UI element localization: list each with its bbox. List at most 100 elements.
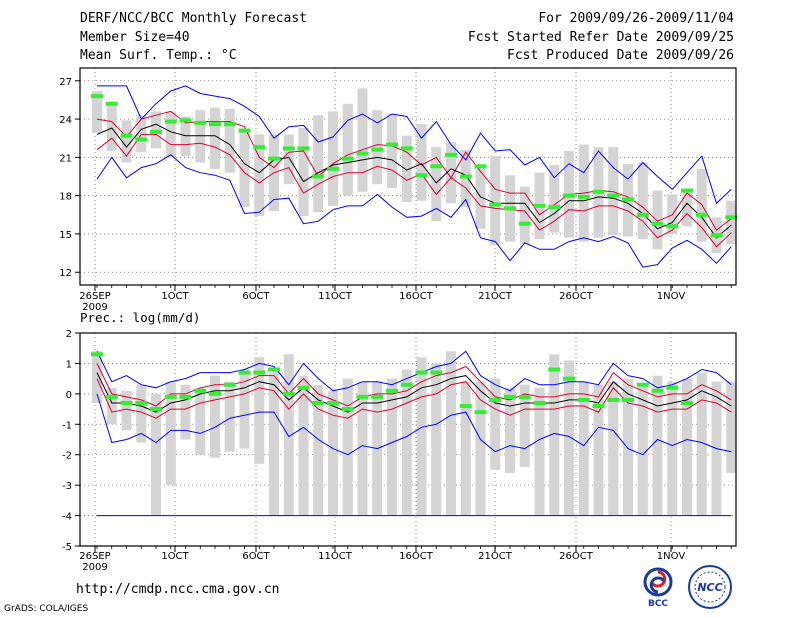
- member-range-box: [667, 381, 678, 516]
- member-marker: [592, 189, 605, 194]
- member-marker: [312, 174, 325, 179]
- member-range-box: [682, 189, 692, 227]
- member-marker: [312, 400, 325, 405]
- member-marker: [577, 397, 590, 402]
- plus-sd-line: [96, 110, 732, 231]
- member-marker: [223, 122, 236, 127]
- min-line: [96, 154, 732, 268]
- member-marker: [297, 385, 310, 390]
- member-range-box: [401, 135, 412, 203]
- variable-label: Mean Surf. Temp.: °C: [80, 48, 237, 63]
- x-year-label: 2009: [82, 302, 107, 313]
- y-tick-label: -5: [62, 542, 72, 553]
- x-tick-label: 6OCT: [242, 551, 270, 562]
- member-marker: [636, 212, 649, 217]
- member-marker: [209, 391, 221, 396]
- member-range-box: [254, 134, 265, 217]
- member-range-box: [121, 120, 132, 163]
- member-range-box: [549, 165, 560, 233]
- member-range-box: [726, 200, 737, 245]
- member-marker: [504, 206, 516, 211]
- member-marker: [681, 400, 693, 405]
- member-marker: [150, 407, 162, 412]
- member-marker: [120, 400, 133, 405]
- precip-title: Prec.: log(mm/d): [80, 310, 200, 325]
- member-range-box: [652, 375, 663, 516]
- member-marker: [194, 388, 207, 393]
- member-marker: [91, 352, 103, 357]
- x-tick-label: 26OCT: [559, 291, 594, 302]
- chart-panel-2: -5 -4 -3 -2 -1 0 1 2 26SEP 1OCT 6OCT 11OCT 16OCT 21OC…: [62, 329, 737, 573]
- member-marker: [327, 400, 339, 405]
- member-range-box: [298, 375, 309, 516]
- member-range-box: [165, 381, 176, 486]
- member-marker: [164, 119, 177, 124]
- member-marker: [105, 394, 118, 399]
- member-marker: [548, 367, 561, 372]
- y-tick-label: 21: [59, 153, 72, 164]
- chart-title: DERF/NCC/BCC Monthly Forecast: [80, 11, 307, 26]
- member-marker: [548, 205, 561, 210]
- max-line: [96, 350, 732, 392]
- member-range-box: [637, 162, 648, 240]
- member-range-box: [195, 110, 206, 163]
- y-tick-label: -3: [62, 481, 72, 492]
- member-range-box: [519, 384, 530, 467]
- member-range-box: [298, 127, 309, 217]
- member-marker: [209, 122, 221, 127]
- x-tick-label: 11OCT: [318, 291, 353, 302]
- member-range-box: [608, 147, 619, 236]
- member-range-box: [180, 116, 191, 157]
- member-range-box: [328, 111, 338, 206]
- x-tick-label: 16OCT: [399, 551, 434, 562]
- member-marker: [91, 94, 103, 99]
- member-marker: [415, 173, 428, 178]
- member-range-box: [254, 357, 265, 464]
- member-range-box: [416, 124, 427, 201]
- member-range-box: [92, 351, 102, 403]
- member-range-box: [224, 108, 235, 173]
- member-range-box: [106, 103, 117, 151]
- member-marker: [400, 382, 413, 387]
- y-tick-label: 18: [59, 192, 72, 203]
- member-range-box: [519, 186, 530, 245]
- member-marker: [622, 397, 634, 402]
- member-marker: [223, 382, 236, 387]
- member-marker: [415, 370, 428, 375]
- member-marker: [695, 212, 708, 217]
- member-marker: [341, 407, 354, 412]
- member-marker: [164, 394, 177, 399]
- y-tick-label: 0: [66, 390, 72, 401]
- member-range-box: [726, 381, 737, 473]
- member-marker: [253, 370, 266, 375]
- member-marker: [356, 151, 369, 156]
- member-range-box: [357, 381, 368, 516]
- member-marker: [356, 394, 369, 399]
- member-marker: [282, 391, 295, 396]
- plot-frame: [79, 67, 737, 286]
- member-marker: [607, 397, 620, 402]
- member-range-box: [357, 88, 368, 192]
- member-marker: [194, 120, 207, 125]
- member-range-box: [224, 381, 235, 452]
- member-marker: [135, 137, 148, 142]
- x-tick-label: 26OCT: [559, 551, 594, 562]
- member-range-box: [342, 103, 353, 196]
- member-marker: [386, 142, 398, 147]
- member-range-box: [210, 375, 220, 458]
- y-tick-label: 24: [59, 115, 72, 126]
- source-url[interactable]: http://cmdp.ncc.cma.gov.cn: [76, 582, 280, 597]
- member-marker: [725, 215, 738, 220]
- member-marker: [666, 224, 679, 229]
- member-marker: [179, 118, 192, 123]
- member-marker: [518, 221, 531, 226]
- member-marker: [430, 164, 443, 169]
- member-range-box: [239, 369, 250, 449]
- member-range-box: [165, 111, 176, 158]
- member-range-box: [431, 147, 442, 222]
- member-range-box: [696, 372, 707, 516]
- y-tick-label: 2: [66, 329, 72, 340]
- member-marker: [577, 194, 590, 199]
- plot-frame: [79, 332, 737, 547]
